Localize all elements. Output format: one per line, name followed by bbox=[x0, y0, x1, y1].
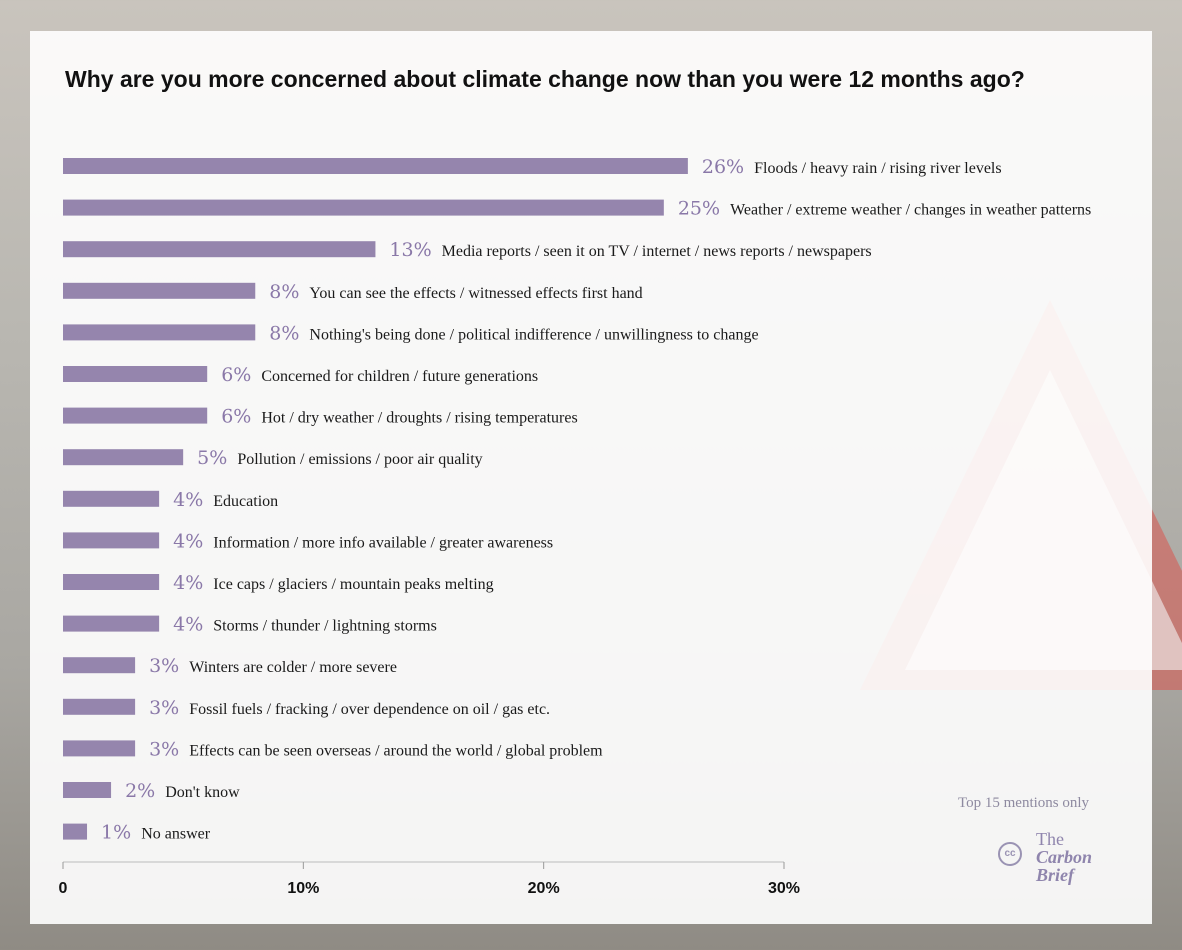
category-label: Information / more info available / grea… bbox=[213, 534, 553, 551]
value-label: 25% bbox=[678, 198, 720, 220]
bar bbox=[63, 324, 256, 341]
bar bbox=[63, 615, 160, 632]
bar bbox=[63, 532, 160, 549]
bar bbox=[63, 782, 112, 798]
footnote: Top 15 mentions only bbox=[958, 795, 1090, 811]
brand-line-3: Brief bbox=[1036, 865, 1074, 885]
bar bbox=[63, 241, 376, 258]
value-label: 4% bbox=[173, 572, 203, 594]
category-label: Concerned for children / future generati… bbox=[261, 368, 538, 385]
bar bbox=[63, 407, 208, 424]
creative-commons-icon: cc bbox=[998, 842, 1022, 866]
value-label: 3% bbox=[149, 697, 179, 719]
x-tick-label: 10% bbox=[287, 880, 319, 897]
bar bbox=[63, 282, 256, 299]
x-tick-label: 30% bbox=[768, 880, 800, 897]
brand-line-2: Carbon bbox=[1036, 847, 1093, 867]
bar bbox=[63, 199, 664, 216]
value-label: 6% bbox=[221, 364, 251, 386]
category-label: You can see the effects / witnessed effe… bbox=[309, 285, 642, 302]
value-label: 4% bbox=[173, 530, 203, 552]
bar bbox=[63, 698, 136, 715]
value-label: 4% bbox=[173, 489, 203, 511]
brand-line-1: The bbox=[1036, 829, 1064, 849]
value-label: 26% bbox=[702, 156, 744, 178]
category-label: No answer bbox=[141, 826, 211, 843]
chart-title: Why are you more concerned about climate… bbox=[65, 66, 1025, 92]
bar bbox=[63, 490, 160, 507]
category-label: Winters are colder / more severe bbox=[189, 659, 397, 676]
value-label: 8% bbox=[269, 322, 299, 344]
category-label: Ice caps / glaciers / mountain peaks mel… bbox=[213, 576, 493, 593]
chart-panel bbox=[30, 31, 1152, 924]
x-tick-label: 20% bbox=[528, 880, 560, 897]
category-label: Don't know bbox=[165, 784, 240, 801]
value-label: 3% bbox=[149, 738, 179, 760]
category-label: Nothing's being done / political indiffe… bbox=[309, 326, 758, 343]
bar bbox=[63, 740, 136, 757]
brand-name: The Carbon Brief bbox=[1036, 830, 1092, 884]
bar bbox=[63, 158, 688, 174]
value-label: 4% bbox=[173, 614, 203, 636]
value-label: 2% bbox=[125, 780, 155, 802]
bar bbox=[63, 366, 208, 382]
value-label: 5% bbox=[197, 447, 227, 469]
category-label: Education bbox=[213, 493, 278, 510]
category-label: Effects can be seen overseas / around th… bbox=[189, 742, 603, 759]
category-label: Storms / thunder / lightning storms bbox=[213, 618, 437, 635]
bar bbox=[63, 657, 136, 674]
category-label: Weather / extreme weather / changes in w… bbox=[730, 202, 1091, 219]
category-label: Floods / heavy rain / rising river level… bbox=[754, 160, 1002, 177]
category-label: Fossil fuels / fracking / over dependenc… bbox=[189, 701, 550, 718]
category-label: Hot / dry weather / droughts / rising te… bbox=[261, 410, 577, 427]
value-label: 3% bbox=[149, 655, 179, 677]
value-label: 8% bbox=[269, 281, 299, 303]
x-tick-label: 0 bbox=[59, 880, 68, 897]
bar bbox=[63, 823, 88, 840]
carbon-brief-logo: cc The Carbon Brief bbox=[998, 830, 1118, 890]
bar bbox=[63, 574, 160, 590]
value-label: 6% bbox=[221, 406, 251, 428]
value-label: 13% bbox=[389, 239, 431, 261]
category-label: Pollution / emissions / poor air quality bbox=[237, 451, 482, 468]
bar bbox=[63, 449, 184, 466]
value-label: 1% bbox=[101, 822, 131, 844]
category-label: Media reports / seen it on TV / internet… bbox=[442, 243, 872, 260]
